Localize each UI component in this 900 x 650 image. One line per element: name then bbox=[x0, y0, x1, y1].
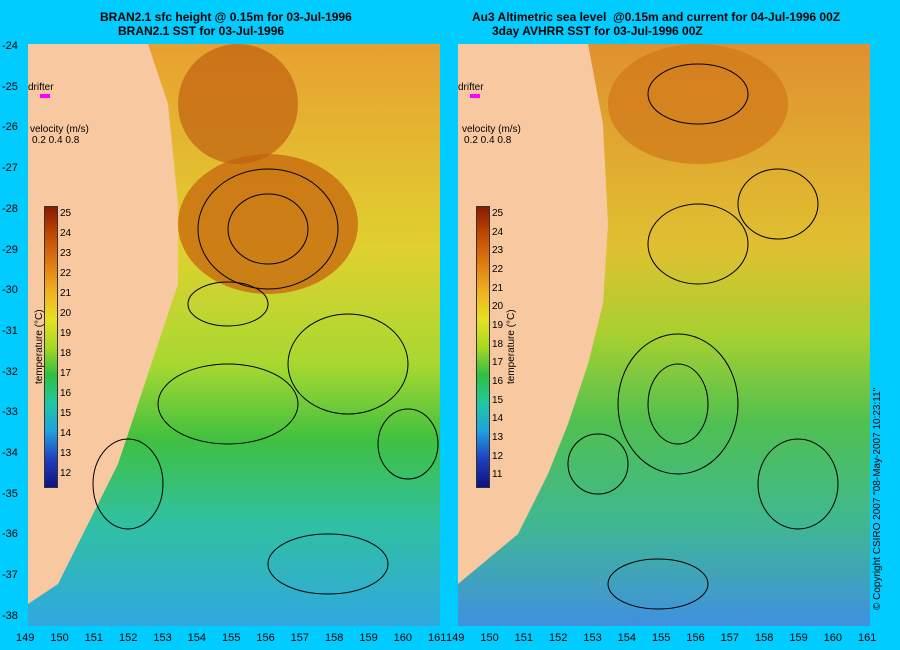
colorbar-tick: 21 bbox=[60, 288, 72, 299]
right-colorbar bbox=[476, 206, 490, 488]
longitude-tick: 149 bbox=[16, 632, 35, 644]
right-drifter-label: drifter bbox=[458, 82, 484, 93]
left-sst-map bbox=[28, 44, 440, 626]
left-velocity-scale: 0.2 0.4 0.8 bbox=[32, 135, 80, 146]
latitude-tick: -29 bbox=[2, 243, 18, 256]
colorbar-tick: 20 bbox=[60, 308, 72, 319]
colorbar-tick: 24 bbox=[60, 228, 72, 239]
colorbar-tick: 24 bbox=[492, 226, 504, 238]
colorbar-tick: 22 bbox=[60, 268, 72, 279]
colorbar-tick: 25 bbox=[60, 208, 72, 219]
longitude-tick: 156 bbox=[256, 632, 275, 644]
left-colorbar bbox=[44, 206, 58, 488]
colorbar-tick: 13 bbox=[492, 432, 504, 443]
longitude-tick: 158 bbox=[755, 632, 774, 644]
colorbar-tick: 12 bbox=[492, 450, 504, 462]
latitude-tick: -36 bbox=[2, 528, 18, 541]
colorbar-tick: 20 bbox=[492, 301, 504, 313]
colorbar-tick: 18 bbox=[492, 338, 504, 350]
latitude-tick: -26 bbox=[2, 121, 18, 134]
colorbar-tick: 25 bbox=[492, 208, 504, 219]
longitude-tick: 153 bbox=[583, 632, 602, 644]
left-title-line2: BRAN2.1 SST for 03-Jul-1996 bbox=[118, 24, 285, 38]
longitude-tick: 160 bbox=[823, 632, 843, 644]
right-velocity-scale: 0.2 0.4 0.8 bbox=[464, 135, 512, 146]
right-title-line1: Au3 Altimetric sea level @0.15m and curr… bbox=[472, 10, 841, 24]
longitude-tick: 156 bbox=[686, 632, 705, 644]
left-velocity-label: velocity (m/s) bbox=[30, 124, 89, 135]
longitude-tick: 157 bbox=[720, 632, 740, 644]
longitude-tick: 155 bbox=[652, 632, 671, 644]
longitude-tick: 150 bbox=[50, 632, 69, 644]
colorbar-tick: 23 bbox=[492, 245, 504, 257]
latitude-tick: -31 bbox=[2, 324, 18, 337]
right-title-line2: 3day AVHRR SST for 03-Jul-1996 00Z bbox=[492, 24, 703, 38]
left-drifter-marker bbox=[40, 94, 50, 98]
colorbar-tick: 16 bbox=[60, 388, 72, 399]
colorbar-tick: 17 bbox=[492, 357, 504, 369]
longitude-tick: 149 bbox=[446, 632, 465, 644]
right-sst-map bbox=[458, 44, 870, 626]
latitude-tick: -34 bbox=[2, 447, 18, 459]
longitude-tick: 153 bbox=[153, 632, 172, 644]
latitude-tick: -38 bbox=[2, 609, 18, 622]
longitude-tick: 155 bbox=[222, 632, 241, 644]
longitude-tick: 154 bbox=[617, 632, 637, 644]
longitude-tick: 152 bbox=[119, 632, 138, 644]
colorbar-tick: 14 bbox=[492, 413, 504, 425]
longitude-tick: 154 bbox=[187, 632, 207, 644]
left-drifter-label: drifter bbox=[28, 82, 54, 93]
left-title-line1: BRAN2.1 sfc height @ 0.15m for 03-Jul-19… bbox=[100, 10, 352, 24]
colorbar-tick: 21 bbox=[492, 282, 504, 294]
longitude-tick: 159 bbox=[789, 632, 808, 644]
latitude-tick: -27 bbox=[2, 162, 18, 175]
longitude-tick: 150 bbox=[480, 632, 499, 644]
latitude-tick: -37 bbox=[2, 569, 18, 582]
latitude-tick: -32 bbox=[2, 365, 18, 378]
right-map-panel: drifter velocity (m/s) 0.2 0.4 0.8 25 24 2… bbox=[458, 44, 870, 626]
colorbar-tick: 12 bbox=[60, 468, 72, 479]
colorbar-tick: 23 bbox=[60, 248, 72, 259]
colorbar-tick: 17 bbox=[60, 368, 72, 379]
colorbar-tick: 19 bbox=[60, 328, 72, 339]
latitude-tick: -30 bbox=[2, 284, 18, 297]
longitude-tick: 159 bbox=[359, 632, 378, 644]
latitude-tick: -25 bbox=[2, 80, 18, 93]
longitude-tick: 151 bbox=[84, 632, 104, 644]
colorbar-tick: 19 bbox=[492, 320, 504, 331]
colorbar-tick: 15 bbox=[60, 408, 72, 419]
longitude-tick: 160 bbox=[393, 632, 413, 644]
right-colorbar-title: temperature (°C) bbox=[506, 309, 517, 384]
longitude-tick: 152 bbox=[549, 632, 568, 644]
longitude-tick: 161 bbox=[858, 632, 877, 644]
right-velocity-label: velocity (m/s) bbox=[462, 124, 521, 135]
colorbar-tick: 16 bbox=[492, 376, 504, 387]
longitude-tick: 157 bbox=[290, 632, 310, 644]
latitude-tick: -35 bbox=[2, 487, 18, 500]
colorbar-tick: 18 bbox=[60, 348, 72, 359]
colorbar-tick: 14 bbox=[60, 428, 72, 439]
latitude-tick: -28 bbox=[2, 202, 18, 215]
right-drifter-marker bbox=[470, 94, 480, 98]
copyright-notice: © Copyright CSIRO 2007 "08-May-2007 10:2… bbox=[872, 387, 883, 610]
latitude-tick: -33 bbox=[2, 406, 18, 419]
longitude-tick: 161 bbox=[428, 632, 447, 644]
colorbar-tick: 11 bbox=[492, 469, 503, 481]
longitude-tick: 158 bbox=[325, 632, 344, 644]
colorbar-tick: 13 bbox=[60, 448, 72, 459]
left-map-panel: drifter velocity (m/s) 0.2 0.4 0.8 25 24 2… bbox=[28, 44, 440, 626]
colorbar-tick: 15 bbox=[492, 394, 504, 406]
left-colorbar-title: temperature (°C) bbox=[34, 309, 45, 384]
longitude-tick: 151 bbox=[514, 632, 534, 644]
colorbar-tick: 22 bbox=[492, 264, 504, 275]
latitude-tick: -24 bbox=[2, 40, 18, 52]
